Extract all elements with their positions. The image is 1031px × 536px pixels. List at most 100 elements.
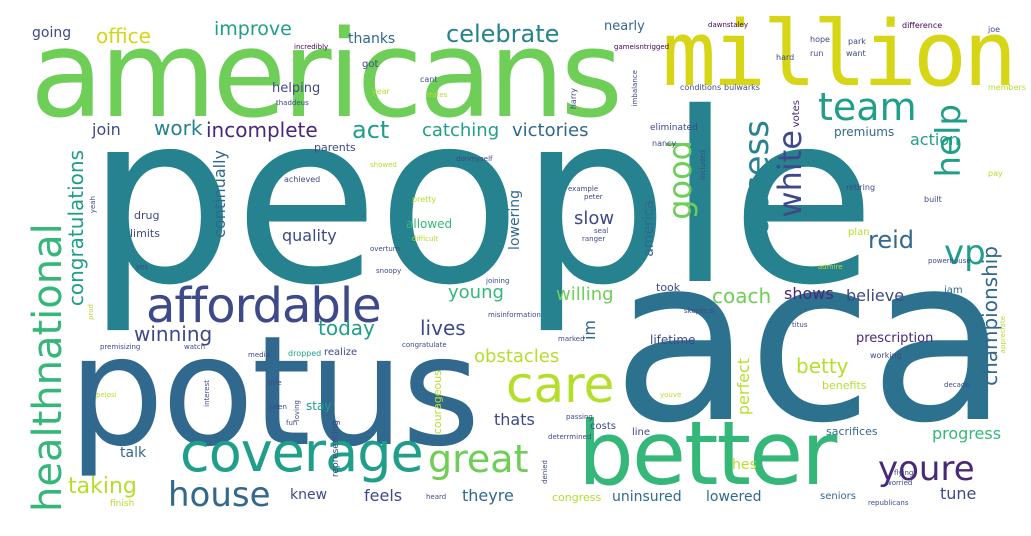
word-seal: seal (594, 227, 609, 235)
word-pelosi: pelosi (96, 391, 117, 399)
word-title: title (268, 379, 282, 387)
word-passing: passing (566, 413, 593, 421)
word-pretty: pretty (412, 195, 437, 204)
word-thanks: thanks (348, 31, 396, 47)
word-youre: youre (878, 449, 975, 489)
word-slow: slow (574, 208, 615, 229)
word-showed: showed (370, 161, 397, 169)
word-continually: continually (210, 150, 229, 238)
word-working: working (870, 351, 902, 360)
word-office: office (96, 24, 151, 48)
word-votes: votes (791, 100, 802, 128)
word-benefits: benefits (822, 379, 867, 392)
word-heard: heard (426, 493, 447, 501)
word-theyre: theyre (462, 486, 514, 505)
word-pay: pay (988, 169, 1003, 178)
word-incomplete: incomplete (206, 118, 318, 142)
word-retiring: retiring (846, 183, 876, 192)
word-thats: thats (494, 410, 535, 429)
word-want: want (846, 49, 866, 58)
word-premiums: premiums (834, 125, 895, 139)
word-better: better (578, 402, 837, 505)
word-care: care (506, 356, 615, 414)
word-imbalance: imbalance (631, 70, 639, 107)
word-white: white (771, 130, 809, 218)
word-media: media (248, 351, 270, 359)
word-seniors: seniors (820, 491, 856, 502)
word-young: young (448, 282, 504, 303)
word-donmyself: donmyself (456, 155, 493, 163)
word-helping: helping (272, 81, 321, 96)
word-talk: talk (120, 445, 147, 461)
word-house: house (168, 475, 271, 515)
word-joe: joe (988, 25, 1001, 34)
word-hope: hope (810, 35, 830, 44)
word-premisizing: premisizing (100, 343, 141, 351)
word-feels: feels (364, 486, 403, 505)
word-finish: finish (110, 499, 135, 509)
word-believe: believe (846, 286, 905, 305)
word-work: work (154, 116, 203, 140)
word-interest: interest (203, 380, 211, 407)
word-lifetime: lifetime (650, 333, 696, 347)
word-dawnstaley: dawnstaley (708, 21, 748, 29)
word-skeptical: skeptical (684, 307, 715, 315)
word-allowed: allowed (406, 217, 453, 231)
word-team: team (818, 85, 917, 129)
word-conditions: conditions (680, 83, 722, 92)
word-prescription: prescription (856, 331, 934, 346)
word-action: action (910, 130, 960, 149)
word-snoopy: snoopy (376, 267, 402, 275)
word-example: example (568, 185, 599, 193)
word-potus: potus (68, 303, 481, 480)
word-worried: worried (886, 479, 913, 487)
word-eliminated: eliminated (650, 123, 698, 133)
word-championship: championship (978, 246, 1002, 386)
word-misinformation: misinformation (488, 311, 541, 319)
word-plan: plan (848, 227, 870, 238)
word-representing: representing (331, 420, 341, 478)
word-vp: vp (944, 233, 986, 273)
word-hard: hard (776, 53, 795, 62)
word-people: people (86, 62, 876, 337)
word-ranger: ranger (582, 235, 606, 243)
word-jam: jam (944, 285, 963, 296)
word-going: going (32, 25, 72, 41)
word-lowering: lowering (507, 190, 523, 250)
word-yeah: yeah (89, 196, 97, 214)
word-republicans: republicans (868, 499, 909, 507)
word-line: line (632, 427, 651, 438)
word-youve: youve (660, 391, 682, 399)
word-thaddeus: thaddeus (276, 99, 309, 107)
word-dropped: dropped (288, 349, 322, 358)
word-lowered: lowered (706, 489, 762, 505)
word-fun: fun (286, 419, 298, 427)
word-victories: victories (512, 120, 589, 141)
word-flying: flying (894, 469, 914, 477)
word-got: got (362, 59, 379, 70)
word-titus: titus (792, 321, 808, 329)
word-perfect: perfect (734, 358, 753, 416)
word-bulwarks: bulwarks (724, 83, 760, 92)
word-congratulations: congratulations (64, 150, 88, 307)
word-quality: quality (282, 226, 337, 245)
word-winning: winning (134, 322, 213, 346)
word-taking: taking (68, 474, 137, 499)
word-celebrate: celebrate (446, 20, 560, 48)
word-states: states (426, 91, 448, 99)
word-america: america (641, 200, 657, 257)
word-obstacles: obstacles (474, 346, 560, 367)
word-aca: aca (612, 207, 1009, 473)
word-deterrmined: deterrmined (548, 433, 592, 441)
word-took: took (656, 281, 681, 294)
word-great: great (428, 437, 529, 481)
word-gameisntrigged: gameisntrigged (614, 43, 670, 51)
word-joining: joining (486, 277, 510, 285)
word-affordable: affordable (146, 278, 382, 334)
word-catching: catching (422, 120, 500, 141)
word-incredibly: incredibly (294, 43, 329, 51)
word-lives: lives (420, 316, 466, 340)
word-join: join (92, 120, 121, 139)
word-congress: congress (552, 491, 602, 504)
